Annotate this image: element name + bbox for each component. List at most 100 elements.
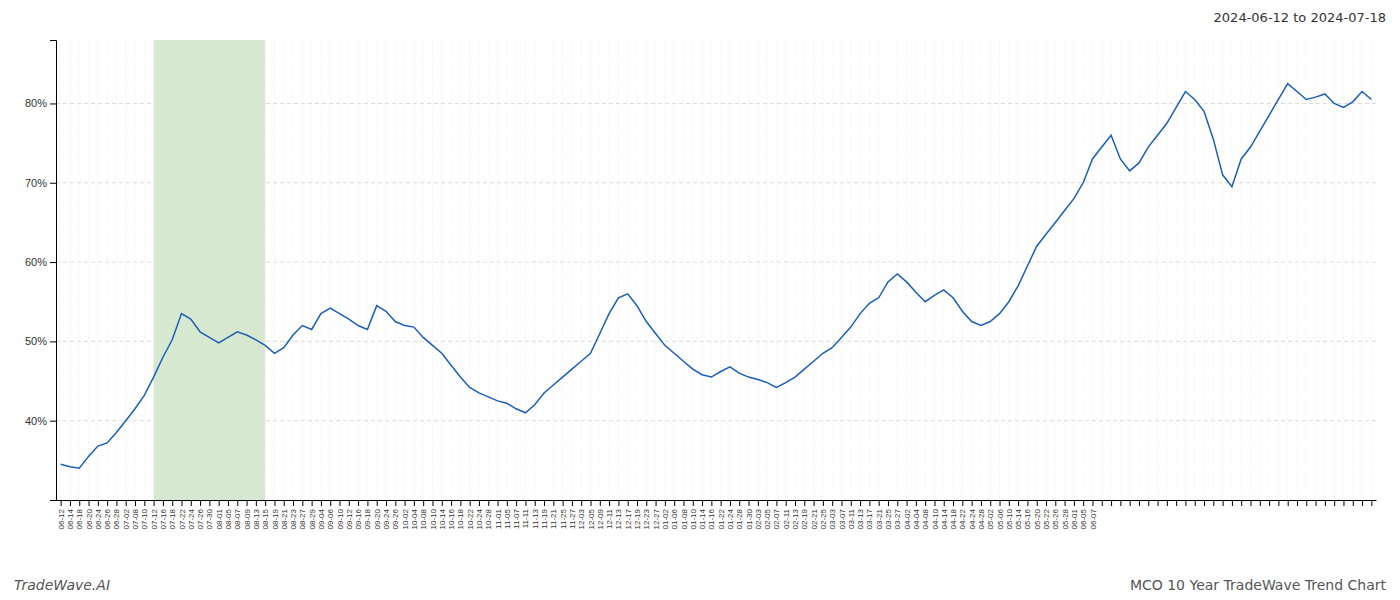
grid-line — [599, 40, 600, 500]
tick-mark — [1232, 500, 1233, 506]
tick-label: 05-02 — [986, 508, 995, 529]
tick: 07-24 — [187, 500, 196, 529]
tick-mark — [50, 421, 56, 422]
tick: 09-26 — [391, 500, 400, 529]
tick: 01-24 — [726, 500, 735, 529]
tick-mark — [804, 500, 805, 506]
tick-label: 12-03 — [577, 508, 586, 529]
tick-mark — [1185, 500, 1186, 506]
tick-label: 08-27 — [298, 508, 307, 529]
grid-line — [1129, 40, 1130, 500]
tick — [1213, 500, 1214, 506]
tick: 11-19 — [540, 500, 549, 529]
tick-label: 02-13 — [791, 508, 800, 529]
tick: 60% — [25, 256, 56, 268]
tick: 01-02 — [661, 500, 670, 529]
tick-label: 06-07 — [1089, 508, 1098, 529]
tick-label: 09-24 — [382, 508, 391, 529]
tick-mark — [79, 500, 80, 506]
grid-line — [860, 40, 861, 500]
tick-label: 11-05 — [503, 508, 512, 528]
tick-mark — [1139, 500, 1140, 506]
tick: 12-27 — [652, 500, 661, 529]
tick: 09-24 — [382, 500, 391, 529]
tick-mark — [665, 500, 666, 506]
grid-line — [832, 40, 833, 500]
tick: 08-09 — [243, 500, 252, 529]
tick-label: 06-01 — [1070, 508, 1079, 529]
tick: 07-02 — [122, 500, 131, 529]
tick-mark — [330, 500, 331, 506]
tick: 07-12 — [150, 500, 159, 529]
tick-mark — [358, 500, 359, 506]
tick: 05-16 — [1023, 500, 1032, 529]
tick-label: 12-11 — [605, 508, 614, 528]
grid-line — [813, 40, 814, 500]
grid-line — [293, 40, 294, 500]
tick-mark — [50, 183, 56, 184]
tick: 09-10 — [336, 500, 345, 529]
tick-mark — [600, 500, 601, 506]
tick-mark — [1083, 500, 1084, 506]
tick-label: 08-09 — [243, 508, 252, 529]
tick-mark — [1167, 500, 1168, 506]
grid-line — [1204, 40, 1205, 500]
tick-label: 10-24 — [475, 508, 484, 529]
grid-line — [516, 40, 517, 500]
grid-line — [1315, 40, 1316, 500]
grid-line — [1213, 40, 1214, 500]
tick-mark — [563, 500, 564, 506]
grid-line — [1278, 40, 1279, 500]
tick: 40% — [25, 415, 56, 427]
tick-label: 04-28 — [977, 508, 986, 529]
tick: 06-05 — [1079, 500, 1088, 529]
tick: 10-22 — [466, 500, 475, 529]
tick-mark — [897, 500, 898, 506]
tick — [1334, 500, 1335, 506]
tick-label: 01-14 — [698, 508, 707, 529]
tick-label: 08-29 — [308, 508, 317, 529]
tick: 06-14 — [66, 500, 75, 529]
grid-line — [1259, 40, 1260, 500]
tick-label: 40% — [25, 415, 47, 427]
grid-line — [729, 40, 730, 500]
tick: 07-10 — [140, 500, 149, 529]
tick: 03-13 — [856, 500, 865, 529]
tick-mark — [1371, 500, 1372, 506]
tick: 04-22 — [958, 500, 967, 529]
grid-line — [915, 40, 916, 500]
tick-mark — [423, 500, 424, 506]
tick-mark — [479, 500, 480, 506]
tick-mark — [544, 500, 545, 506]
tick-label: 11-19 — [540, 508, 549, 528]
tick-mark — [1176, 500, 1177, 506]
grid-line — [1046, 40, 1047, 500]
tick-mark — [683, 500, 684, 506]
tick-label: 10-04 — [410, 508, 419, 529]
grid-line — [274, 40, 275, 500]
tick-mark — [200, 500, 201, 506]
tick-label: 10-28 — [484, 508, 493, 529]
tick-mark — [1158, 500, 1159, 506]
tick-mark — [284, 500, 285, 506]
tick-mark — [591, 500, 592, 506]
tick — [1316, 500, 1317, 506]
tick: 01-10 — [689, 500, 698, 529]
tick: 80% — [25, 97, 56, 109]
grid-line — [664, 40, 665, 500]
grid-line — [1194, 40, 1195, 500]
tick: 11-05 — [503, 500, 512, 529]
tick-mark — [609, 500, 610, 506]
tick-mark — [460, 500, 461, 506]
grid-line — [79, 40, 80, 500]
tick: 01-06 — [670, 500, 679, 529]
tick — [1185, 500, 1186, 506]
grid-line — [423, 40, 424, 500]
tick-mark — [572, 500, 573, 506]
tick-mark — [209, 500, 210, 506]
tick: 04-24 — [968, 500, 977, 529]
tick-mark — [126, 500, 127, 506]
tick-label: 12-13 — [614, 508, 623, 529]
grid-line — [125, 40, 126, 500]
tick-label: 10-08 — [419, 508, 428, 529]
